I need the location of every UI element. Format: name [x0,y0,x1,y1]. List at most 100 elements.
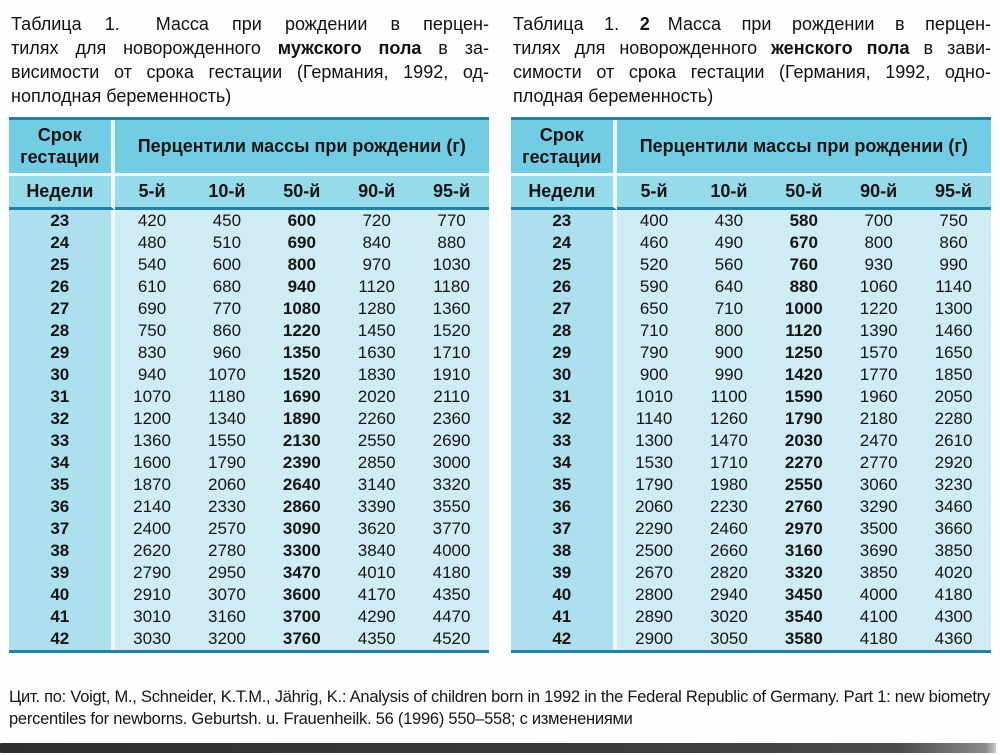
value-cell: 2790 [114,562,190,584]
left-column: Таблица 1. Масса при рождении в перцен-т… [9,12,489,653]
title-text: ноплодная беременность) [11,86,232,106]
value-cell: 970 [339,254,415,276]
value-cell: 3770 [414,518,489,540]
value-cell: 1890 [264,408,340,430]
value-cell: 3090 [264,518,340,540]
value-cell: 450 [189,210,265,232]
value-cell: 640 [691,276,767,298]
value-cell: 1520 [414,320,489,342]
percentiles-header: Перцентили массы при рождении (г) [114,120,489,176]
gestation-header: Срок гестации [511,120,617,176]
table-row: 33 1360 1550 2130 2550 2690 [9,430,489,452]
table-row: 41 3010 3160 3700 4290 4470 [9,606,489,628]
value-cell: 1200 [114,408,190,430]
table-row: 30 940 1070 1520 1830 1910 [9,364,489,386]
week-cell: 23 [9,210,115,232]
week-cell: 38 [511,540,617,562]
week-cell: 36 [9,496,115,518]
value-cell: 790 [616,342,692,364]
value-cell: 4290 [339,606,415,628]
value-cell: 880 [766,276,842,298]
value-cell: 2550 [339,430,415,452]
title-line: плодная беременность) [513,84,991,108]
value-cell: 1790 [616,474,692,496]
value-cell: 2060 [189,474,265,496]
value-cell: 3160 [766,540,842,562]
value-cell: 800 [841,232,917,254]
value-cell: 800 [691,320,767,342]
value-cell: 4180 [414,562,489,584]
value-cell: 940 [114,364,190,386]
value-cell: 3320 [766,562,842,584]
value-cell: 3290 [841,496,917,518]
title-text: Таблица 1. [513,14,640,34]
value-cell: 900 [616,364,692,386]
value-cell: 710 [616,320,692,342]
value-cell: 2800 [616,584,692,606]
table-row: 40 2800 2940 3450 4000 4180 [511,584,991,606]
value-cell: 480 [114,232,190,254]
two-column-layout: Таблица 1. Масса при рождении в перцен-т… [9,12,991,653]
value-cell: 1260 [691,408,767,430]
value-cell: 2770 [841,452,917,474]
value-cell: 830 [114,342,190,364]
value-cell: 2050 [916,386,991,408]
col-header-p90: 90-й [841,176,917,210]
value-cell: 1650 [916,342,991,364]
week-cell: 29 [9,342,115,364]
value-cell: 700 [841,210,917,232]
value-cell: 1420 [766,364,842,386]
value-cell: 1000 [766,298,842,320]
value-cell: 1600 [114,452,190,474]
title-line: Таблица 1. 2 Масса при рождении в перцен… [513,12,991,36]
value-cell: 2140 [114,496,190,518]
value-cell: 1060 [841,276,917,298]
value-cell: 650 [616,298,692,320]
col-header-p50: 50-й [264,176,340,210]
week-cell: 36 [511,496,617,518]
value-cell: 4000 [414,540,489,562]
table-row: 38 2500 2660 3160 3690 3850 [511,540,991,562]
value-cell: 750 [114,320,190,342]
gestation-header: Срок гестации [9,120,115,176]
table-row: 23 420 450 600 720 770 [9,210,489,232]
title-line: тилях для новорожденного женского пола в… [513,36,991,60]
value-cell: 2030 [766,430,842,452]
value-cell: 420 [114,210,190,232]
col-header-p90: 90-й [339,176,415,210]
value-cell: 3850 [916,540,991,562]
table-body-female: 23 400 430 580 700 750 24 460 490 670 800 860 25 520 5… [511,210,991,650]
value-cell: 1910 [414,364,489,386]
value-cell: 4350 [339,628,415,650]
table-row: 39 2670 2820 3320 3850 4020 [511,562,991,584]
value-cell: 1120 [339,276,415,298]
value-cell: 3690 [841,540,917,562]
weeks-header: Недели [511,176,617,210]
week-cell: 38 [9,540,115,562]
title-text: плодная беременность) [513,86,714,106]
value-cell: 2910 [114,584,190,606]
table-row: 34 1530 1710 2270 2770 2920 [511,452,991,474]
value-cell: 600 [264,210,340,232]
value-cell: 1300 [616,430,692,452]
title-text: симости от срока гестации (Германия, 199… [513,62,991,82]
citation: Цит. по: Voigt, M., Schneider, K.T.M., J… [9,688,990,728]
value-cell: 800 [264,254,340,276]
table-title-male: Таблица 1. Масса при рождении в перцен-т… [11,12,489,108]
table-body-male: 23 420 450 600 720 770 24 480 510 690 840 880 25 540 6… [9,210,489,650]
value-cell: 1470 [691,430,767,452]
value-cell: 3580 [766,628,842,650]
value-cell: 690 [114,298,190,320]
week-cell: 42 [9,628,115,650]
week-cell: 30 [511,364,617,386]
value-cell: 3460 [916,496,991,518]
title-text: в зави- [909,38,991,58]
value-cell: 3010 [114,606,190,628]
table-row: 36 2060 2230 2760 3290 3460 [511,496,991,518]
value-cell: 2360 [414,408,489,430]
value-cell: 2290 [616,518,692,540]
week-cell: 28 [9,320,115,342]
value-cell: 1450 [339,320,415,342]
value-cell: 2920 [916,452,991,474]
